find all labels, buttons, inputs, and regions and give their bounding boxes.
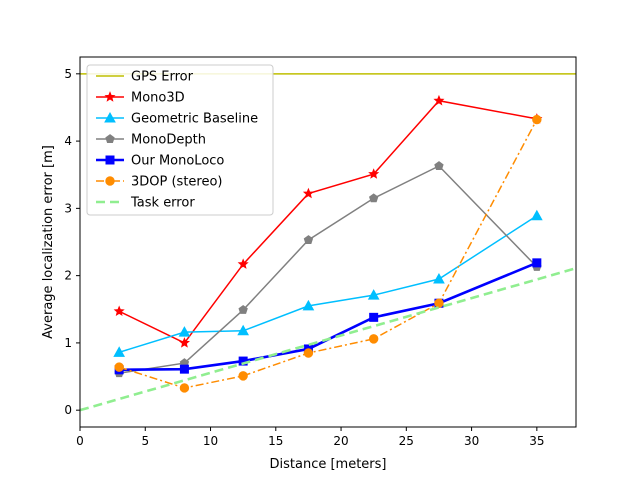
data-point: [302, 187, 314, 199]
legend-box: [86, 64, 274, 216]
data-point: [434, 161, 444, 170]
data-point: [178, 337, 190, 348]
data-point: [532, 114, 542, 125]
data-point: [237, 324, 250, 336]
series-mono3d: [113, 94, 543, 348]
legend-label: Geometric Baseline: [131, 112, 258, 127]
data-point: [530, 209, 543, 221]
data-point: [105, 176, 115, 186]
legend: GPS Error Mono3D Geometric Baseline MonoDep…: [86, 64, 274, 216]
y-tick-label: 2: [64, 269, 72, 283]
legend-label: Mono3D: [131, 91, 185, 106]
data-point: [367, 289, 380, 300]
data-point: [369, 312, 379, 322]
data-point: [238, 305, 248, 314]
x-tick-label: 25: [399, 434, 414, 448]
y-tick-label: 4: [64, 134, 72, 148]
data-point: [237, 258, 249, 269]
series-our-monoloco: [114, 258, 542, 375]
y-tick-label: 5: [64, 67, 72, 81]
x-tick-label: 15: [268, 434, 283, 448]
x-tick-label: 5: [141, 434, 149, 448]
y-tick-label: 3: [64, 201, 72, 215]
data-point: [105, 155, 115, 165]
data-point: [433, 272, 445, 284]
data-point: [179, 364, 189, 374]
data-point: [178, 326, 191, 337]
data-point: [303, 235, 314, 244]
y-tick-label: 1: [64, 336, 72, 350]
data-point: [368, 168, 380, 179]
x-axis-label: Distance [meters]: [270, 457, 387, 472]
data-point: [114, 362, 124, 372]
series-task-error: [79, 266, 577, 412]
data-point: [238, 371, 248, 381]
legend-label: Task error: [130, 196, 195, 211]
legend-label: 3DOP (stereo): [131, 175, 223, 190]
y-axis-label: Average localization error [m]: [41, 145, 56, 339]
series-line: [79, 266, 577, 412]
data-point: [113, 305, 125, 317]
series-line: [119, 261, 538, 372]
data-point: [104, 91, 116, 102]
data-point: [105, 134, 115, 143]
x-tick-label: 20: [333, 434, 348, 448]
legend-label: MonoDepth: [131, 133, 206, 148]
data-point: [433, 94, 445, 106]
y-tick-label: 0: [64, 403, 72, 417]
x-tick-label: 35: [529, 434, 544, 448]
data-point: [179, 383, 190, 393]
plot-frame: [79, 56, 577, 428]
series-geometric-baseline: [113, 209, 543, 357]
x-tick-label: 10: [203, 434, 218, 448]
data-point: [104, 111, 116, 123]
series-3dop-stereo-: [114, 114, 542, 393]
legend-label: Our MonoLoco: [131, 154, 224, 169]
legend-label: GPS Error: [131, 70, 194, 85]
data-point: [368, 334, 379, 344]
data-point: [302, 299, 315, 311]
data-point: [303, 348, 314, 358]
data-point: [369, 193, 379, 203]
x-tick-label: 30: [464, 434, 479, 448]
data-point: [434, 298, 444, 308]
data-point: [532, 258, 542, 268]
data-point: [113, 346, 126, 357]
x-tick-label: 0: [76, 434, 84, 448]
